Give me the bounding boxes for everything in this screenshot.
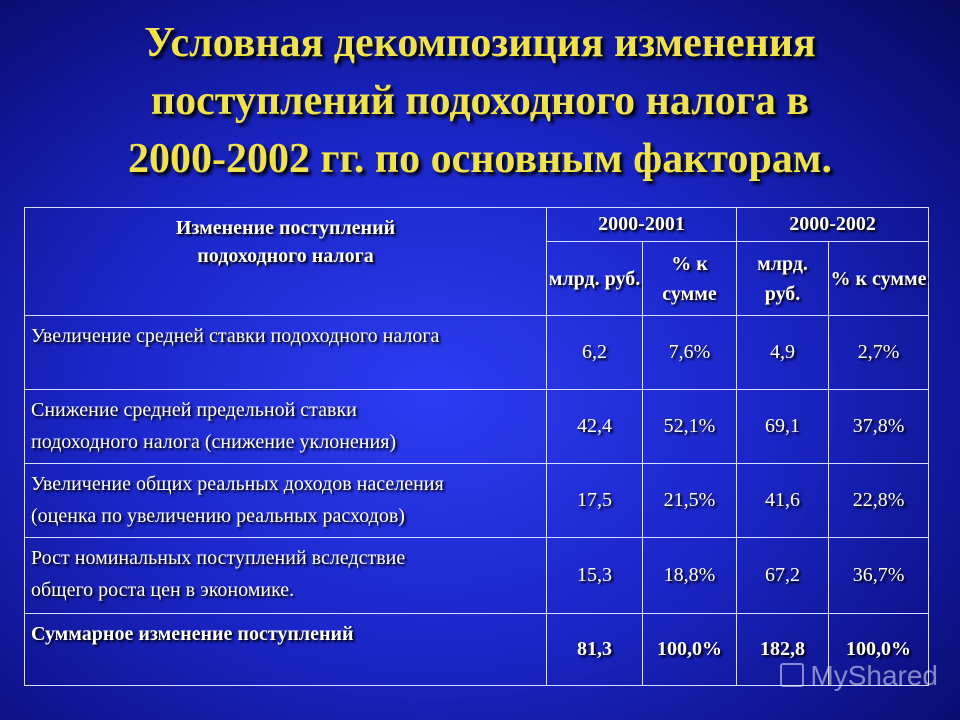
- value-bln-2000-2001: 15,3: [546, 537, 643, 614]
- value-bln-2000-2001: 42,4: [546, 389, 643, 464]
- title-line-1: Условная декомпозиция изменения: [144, 20, 816, 66]
- value-bln-2000-2002: 67,2: [736, 537, 830, 614]
- table-row: Увеличение средней ставки подоходного на…: [24, 315, 930, 390]
- header-period-2000-2002: 2000-2002: [736, 207, 930, 242]
- total-bln-2000-2001: 81,3: [546, 613, 643, 686]
- header-period-2000-2001: 2000-2001: [545, 207, 738, 242]
- total-pct-2000-2002: 100,0%: [828, 613, 930, 686]
- title-line-3: 2000-2002 гг. по основным факторам.: [128, 136, 832, 182]
- value-pct-2000-2001: 21,5%: [641, 463, 738, 538]
- table-row: Увеличение общих реальных доходов населе…: [24, 463, 930, 538]
- watermark: MyShared: [780, 660, 938, 692]
- value-pct-2000-2001: 52,1%: [641, 389, 738, 464]
- header-unit-pct-1: % к сумме: [641, 241, 738, 316]
- header-unit-pct-2: % к сумме: [828, 241, 930, 316]
- value-bln-2000-2001: 17,5: [546, 463, 643, 538]
- header-factor: Изменение поступлений подоходного налога: [24, 207, 547, 316]
- value-pct-2000-2002: 22,8%: [828, 463, 930, 538]
- factor-label: Рост номинальных поступлений вследствие …: [24, 537, 547, 614]
- value-bln-2000-2002: 4,9: [736, 315, 830, 390]
- slide-title: Условная декомпозиция изменения поступле…: [40, 14, 920, 188]
- factor-label-line-1: Увеличение общих реальных доходов населе…: [31, 473, 444, 495]
- value-bln-2000-2002: 69,1: [736, 389, 830, 464]
- header-unit-bln-1: млрд. руб.: [546, 241, 643, 316]
- value-pct-2000-2001: 7,6%: [641, 315, 738, 390]
- header-row-units: млрд. руб. % к сумме млрд. руб. % к сумм…: [25, 241, 930, 316]
- total-bln-2000-2002: 182,8: [736, 613, 830, 686]
- title-line-2: поступлений подоходного налога в: [150, 78, 810, 124]
- factor-label: Увеличение общих реальных доходов населе…: [24, 463, 547, 538]
- total-row: Суммарное изменение поступлений 81,3 100…: [24, 613, 930, 686]
- value-pct-2000-2002: 37,8%: [828, 389, 930, 464]
- factor-label: Снижение средней предельной ставки подох…: [24, 389, 547, 464]
- table-row: Снижение средней предельной ставки подох…: [24, 389, 930, 464]
- value-bln-2000-2001: 6,2: [546, 315, 643, 390]
- value-pct-2000-2001: 18,8%: [641, 537, 738, 614]
- header-row-periods: Изменение поступлений подоходного налога…: [24, 207, 930, 316]
- value-pct-2000-2002: 36,7%: [828, 537, 930, 614]
- watermark-text: MyShared: [810, 660, 938, 691]
- header-factor-line-1: Изменение поступлений: [175, 217, 396, 239]
- income-tax-decomposition-table: Изменение поступлений подоходного налога…: [24, 207, 930, 686]
- total-pct-2000-2001: 100,0%: [641, 613, 738, 686]
- factor-label-line-2: общего роста цен в экономике.: [31, 579, 295, 601]
- factor-label-line-2: (оценка по увеличению реальных расходов): [31, 505, 405, 527]
- value-pct-2000-2002: 2,7%: [828, 315, 930, 390]
- total-label: Суммарное изменение поступлений: [24, 613, 547, 686]
- factor-label-line-1: Рост номинальных поступлений вследствие: [31, 547, 406, 569]
- factor-label-line-1: Снижение средней предельной ставки: [31, 399, 357, 421]
- factor-label-line-2: подоходного налога (снижение уклонения): [31, 431, 397, 453]
- factor-label-line-1: Увеличение средней ставки подоходного на…: [31, 325, 440, 347]
- presentation-icon: [780, 663, 805, 687]
- value-bln-2000-2002: 41,6: [736, 463, 830, 538]
- factor-label: Увеличение средней ставки подоходного на…: [24, 315, 547, 390]
- table-row: Рост номинальных поступлений вследствие …: [24, 537, 930, 614]
- header-unit-bln-2: млрд. руб.: [736, 241, 830, 316]
- header-factor-line-2: подоходного налога: [197, 245, 374, 267]
